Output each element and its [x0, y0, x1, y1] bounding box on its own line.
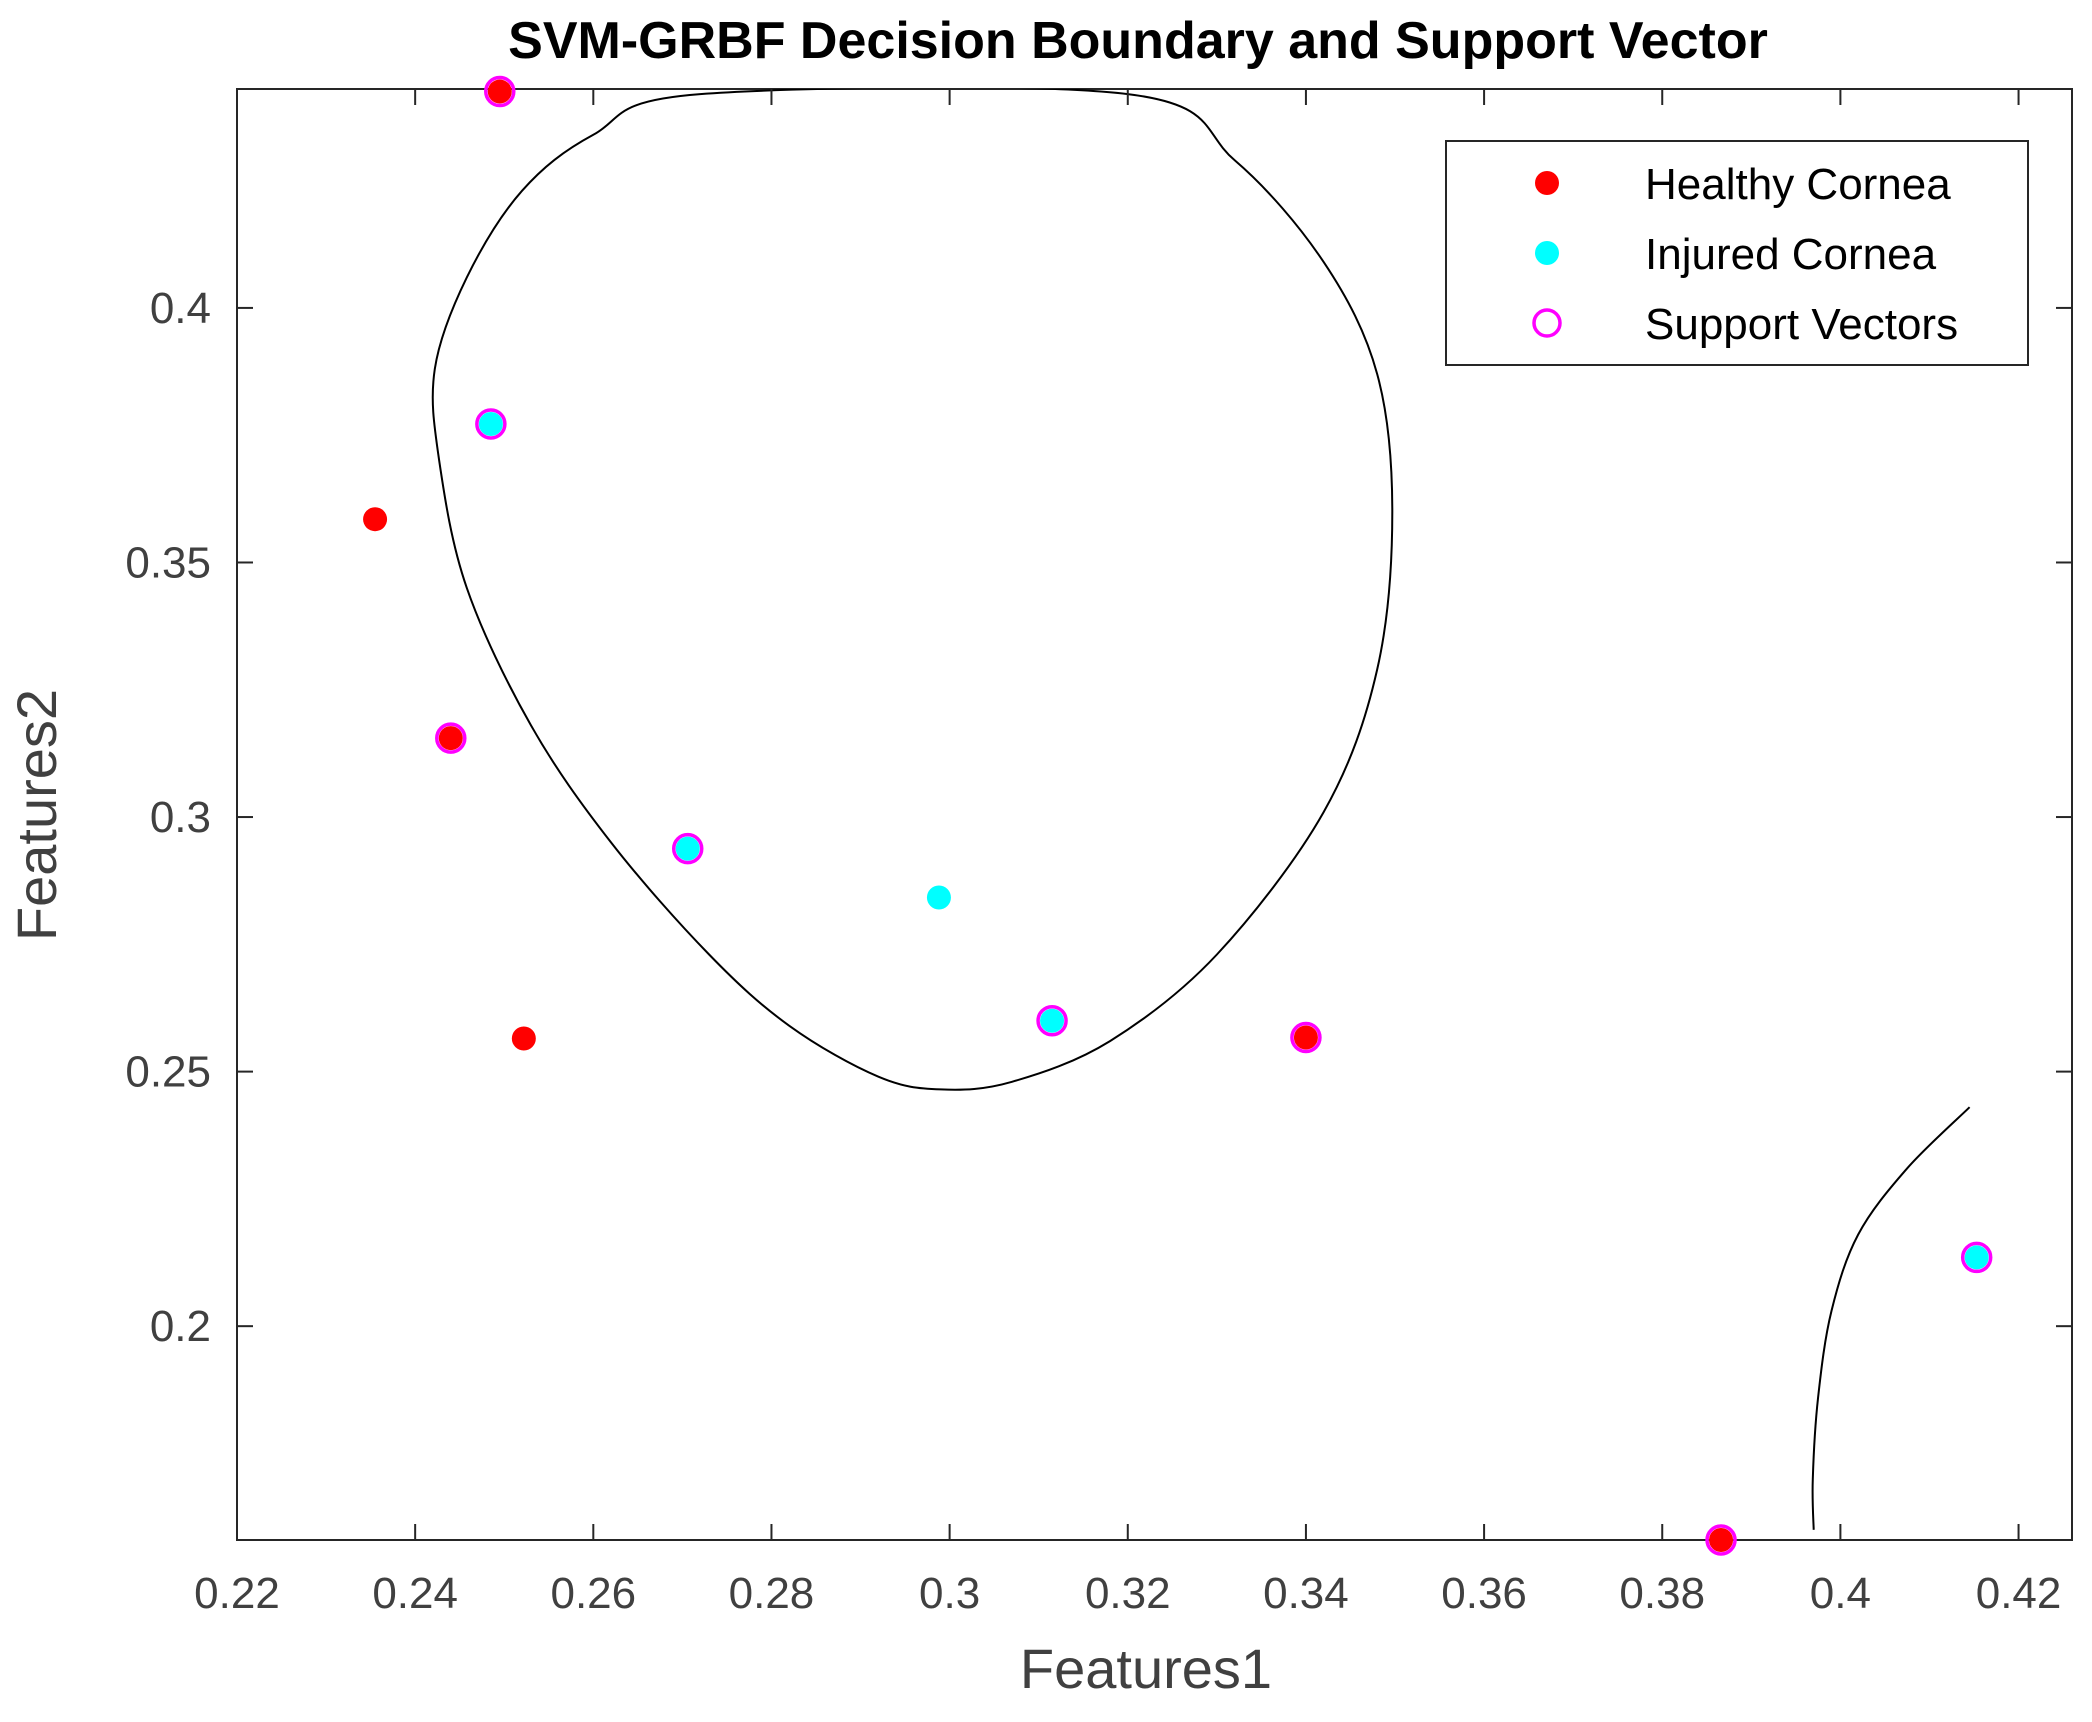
x-tick-label: 0.22 — [194, 1569, 280, 1618]
x-tick-label: 0.3 — [919, 1569, 980, 1618]
x-tick-label: 0.42 — [1976, 1569, 2062, 1618]
healthy-point — [1293, 1025, 1318, 1050]
injured-point — [1964, 1245, 1989, 1270]
healthy-point — [487, 79, 512, 104]
y-axis-ticks: 0.2 0.25 0.3 0.35 0.4 — [125, 284, 2072, 1351]
y-tick-label: 0.4 — [150, 284, 211, 333]
x-tick-label: 0.24 — [372, 1569, 458, 1618]
support-vector-marker — [435, 722, 467, 754]
injured-point — [675, 836, 700, 861]
y-tick-label: 0.2 — [150, 1302, 211, 1351]
legend-label-injured: Injured Cornea — [1645, 230, 1937, 279]
x-tick-label: 0.28 — [729, 1569, 815, 1618]
healthy-point — [363, 507, 388, 532]
decision-boundaries — [431, 89, 1971, 1530]
support-vector-marker — [1290, 1021, 1322, 1054]
legend-marker-injured — [1535, 241, 1559, 265]
decision-boundary — [1811, 1106, 1971, 1530]
support-vector-marker — [1036, 1004, 1068, 1037]
legend-marker-healthy — [1535, 171, 1559, 195]
x-tick-label: 0.26 — [550, 1569, 636, 1618]
axes-box — [236, 88, 2073, 1541]
support-vector-marker — [671, 832, 704, 865]
chart-title: SVM-GRBF Decision Boundary and Support V… — [508, 12, 1768, 70]
healthy-point — [1709, 1528, 1734, 1552]
x-tick-label: 0.38 — [1619, 1569, 1705, 1618]
x-tick-label: 0.4 — [1810, 1569, 1871, 1618]
y-axis-label: Features2 — [5, 689, 68, 941]
support-vector-marker — [475, 408, 507, 440]
injured-point — [926, 885, 951, 910]
injured-point — [1040, 1008, 1065, 1033]
injured-point — [478, 412, 503, 437]
legend-label-support: Support Vectors — [1645, 300, 1958, 349]
x-tick-label: 0.32 — [1085, 1569, 1171, 1618]
x-tick-label: 0.34 — [1263, 1569, 1349, 1618]
legend-label-healthy: Healthy Cornea — [1645, 160, 1951, 209]
support-vector-marker — [1960, 1241, 1993, 1274]
plot-area: 0.22 0.24 0.26 0.28 0.3 0.32 0.34 0.36 0.38 0.4 0.… — [125, 75, 2073, 1618]
healthy-point — [511, 1026, 536, 1051]
y-tick-label: 0.3 — [150, 793, 211, 842]
x-axis-ticks: 0.22 0.24 0.26 0.28 0.3 0.32 0.34 0.36 0.38 0.4 0.… — [194, 89, 2061, 1618]
decision-boundary — [431, 89, 1394, 1091]
support-vector-marker — [1705, 1524, 1737, 1556]
support-vector-marker — [484, 75, 516, 108]
x-tick-label: 0.36 — [1441, 1569, 1527, 1618]
data-points — [363, 75, 1993, 1556]
x-axis-label: Features1 — [1020, 1637, 1272, 1700]
y-tick-label: 0.25 — [125, 1048, 211, 1097]
healthy-point — [438, 726, 463, 751]
legend: Healthy Cornea Injured Cornea Support Ve… — [1445, 140, 2029, 366]
y-tick-label: 0.35 — [125, 538, 211, 587]
legend-marker-support — [1532, 308, 1562, 338]
